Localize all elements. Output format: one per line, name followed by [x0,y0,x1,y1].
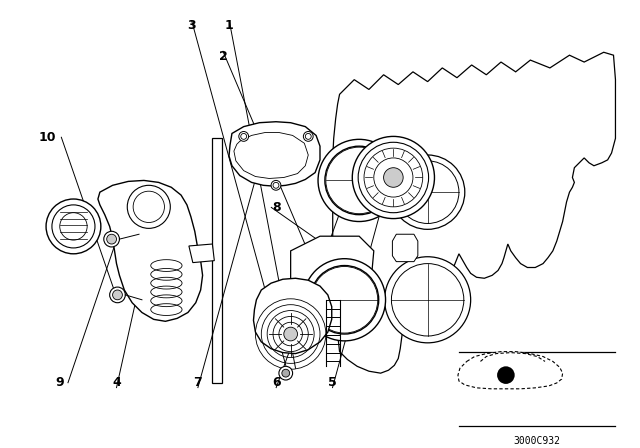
Circle shape [127,185,170,228]
Polygon shape [189,244,214,263]
Circle shape [113,290,122,300]
Circle shape [383,168,403,187]
Circle shape [107,234,116,244]
Circle shape [104,231,120,247]
Circle shape [325,146,394,215]
Circle shape [239,132,248,141]
Text: 10: 10 [39,131,56,144]
Polygon shape [291,236,374,322]
Circle shape [271,181,281,190]
Circle shape [284,327,298,341]
Polygon shape [253,278,332,353]
Polygon shape [392,234,418,262]
Circle shape [303,132,313,141]
Circle shape [279,366,292,380]
Polygon shape [212,138,222,383]
Circle shape [358,142,429,213]
Circle shape [390,155,465,229]
Circle shape [303,258,385,341]
Polygon shape [98,181,203,321]
Circle shape [318,139,400,221]
Text: 3: 3 [188,19,196,32]
Circle shape [310,266,379,334]
Circle shape [109,287,125,303]
Text: 3000C932: 3000C932 [514,436,561,446]
Circle shape [352,136,435,219]
Polygon shape [333,52,616,373]
Circle shape [497,366,515,384]
Text: 5: 5 [328,376,337,389]
Polygon shape [458,352,563,389]
Text: 1: 1 [225,19,234,32]
Text: 8: 8 [272,201,280,214]
Text: 7: 7 [193,376,202,389]
Text: 6: 6 [272,376,280,389]
Circle shape [282,369,290,377]
Circle shape [46,199,101,254]
Text: 4: 4 [112,376,121,389]
Circle shape [385,257,470,343]
Polygon shape [229,122,320,186]
Text: 9: 9 [56,376,65,389]
Text: 2: 2 [219,50,227,63]
